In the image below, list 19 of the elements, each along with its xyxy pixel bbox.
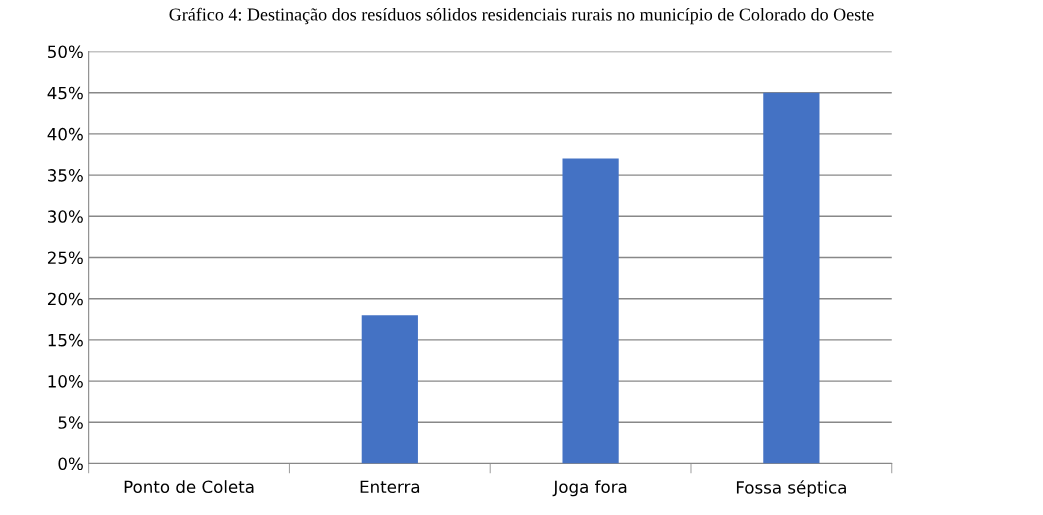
bar	[562, 158, 619, 464]
y-tick-label: 40%	[47, 127, 83, 141]
y-tick-label: 5%	[58, 416, 83, 429]
y-tick-label: 45%	[47, 86, 83, 100]
x-tick-label: Enterra	[360, 480, 420, 494]
y-tick-label: 10%	[48, 375, 83, 388]
x-tick-label: Joga fora	[552, 480, 627, 497]
y-tick-label: 0%	[58, 457, 83, 471]
y-tick-label: 25%	[47, 251, 83, 265]
y-tick-label: 35%	[48, 169, 83, 182]
y-tick-label: 20%	[47, 292, 83, 306]
x-tick-label: Fossa séptica	[736, 480, 846, 497]
y-tick-label: 30%	[48, 210, 83, 223]
x-tick-label: Ponto de Coleta	[124, 480, 254, 494]
y-tick-label: 15%	[48, 333, 83, 347]
bar	[763, 92, 820, 464]
bar	[361, 315, 418, 464]
chart-title: Gráfico 4: Destinação dos resíduos sólidos residenciais rurais no município de Colorado do Oeste	[169, 7, 874, 25]
y-tick-label: 50%	[48, 45, 83, 59]
